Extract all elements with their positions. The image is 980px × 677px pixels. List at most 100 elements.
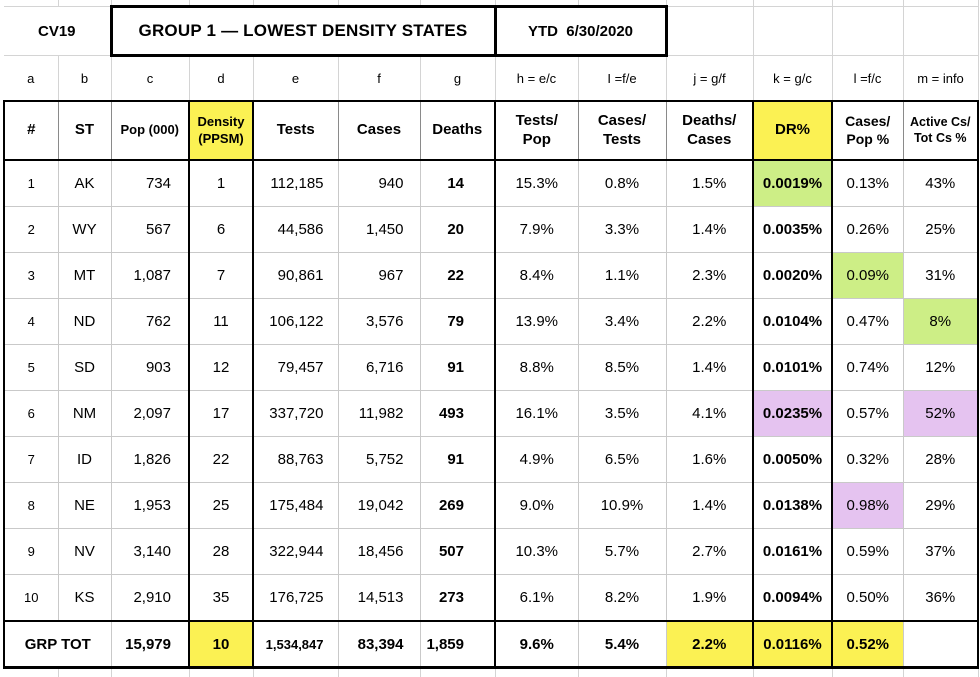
cell-ne-deaths[interactable]: 269 [420, 483, 495, 529]
cell-nv-tests[interactable]: 322,944 [253, 529, 338, 575]
cell-mt-pop[interactable]: 1,087 [111, 253, 189, 299]
cell-wy-pop[interactable]: 567 [111, 207, 189, 253]
formula-label-pop[interactable]: c [111, 56, 189, 102]
cell-ne-tests-pop[interactable]: 9.0% [495, 483, 578, 529]
cell-sd-num[interactable]: 5 [4, 345, 58, 391]
col-header-active-cs-pct[interactable]: Active Cs/ Tot Cs % [903, 101, 978, 160]
cell-sd-pop[interactable]: 903 [111, 345, 189, 391]
group-title-box[interactable]: GROUP 1 — LOWEST DENSITY STATES [111, 7, 495, 56]
cell-id-cases-pop-pct[interactable]: 0.32% [832, 437, 903, 483]
cell-nm-tests[interactable]: 337,720 [253, 391, 338, 437]
cell-nd-pop[interactable]: 762 [111, 299, 189, 345]
total-tests[interactable]: 1,534,847 [253, 621, 338, 668]
cell-ks-deaths[interactable]: 273 [420, 575, 495, 622]
empty-cell[interactable] [753, 7, 832, 56]
cell-ne-pop[interactable]: 1,953 [111, 483, 189, 529]
total-cases-tests[interactable]: 5.4% [578, 621, 666, 668]
cell-sd-cases-tests[interactable]: 8.5% [578, 345, 666, 391]
cell-wy-deaths-cases[interactable]: 1.4% [666, 207, 753, 253]
cell-nd-density[interactable]: 11 [189, 299, 253, 345]
col-header-density[interactable]: Density (PPSM) [189, 101, 253, 160]
cell-mt-active-cs-pct[interactable]: 31% [903, 253, 978, 299]
cell-ak-density[interactable]: 1 [189, 160, 253, 207]
cell-ks-num[interactable]: 10 [4, 575, 58, 622]
cell-nd-deaths-cases[interactable]: 2.2% [666, 299, 753, 345]
cell-nm-deaths-cases[interactable]: 4.1% [666, 391, 753, 437]
col-header-deaths[interactable]: Deaths [420, 101, 495, 160]
formula-label-cases-tests[interactable]: I =f/e [578, 56, 666, 102]
cell-nv-cases-pop-pct[interactable]: 0.59% [832, 529, 903, 575]
cell-ks-cases[interactable]: 14,513 [338, 575, 420, 622]
col-header-cases[interactable]: Cases [338, 101, 420, 160]
cell-sd-tests-pop[interactable]: 8.8% [495, 345, 578, 391]
total-deaths-cases[interactable]: 2.2% [666, 621, 753, 668]
formula-label-active-cs-pct[interactable]: m = info [903, 56, 978, 102]
formula-label-density[interactable]: d [189, 56, 253, 102]
total-dr-pct[interactable]: 0.0116% [753, 621, 832, 668]
cell-sd-st[interactable]: SD [58, 345, 111, 391]
col-header-cases-pop-pct[interactable]: Cases/ Pop % [832, 101, 903, 160]
cell-id-st[interactable]: ID [58, 437, 111, 483]
cell-ak-cases-tests[interactable]: 0.8% [578, 160, 666, 207]
cell-nv-deaths-cases[interactable]: 2.7% [666, 529, 753, 575]
cell-nv-cases-tests[interactable]: 5.7% [578, 529, 666, 575]
cell-ks-cases-pop-pct[interactable]: 0.50% [832, 575, 903, 622]
cell-nv-deaths[interactable]: 507 [420, 529, 495, 575]
cell-ks-active-cs-pct[interactable]: 36% [903, 575, 978, 622]
cell-nm-cases-pop-pct[interactable]: 0.57% [832, 391, 903, 437]
cell-ak-dr-pct[interactable]: 0.0019% [753, 160, 832, 207]
cell-nv-dr-pct[interactable]: 0.0161% [753, 529, 832, 575]
cell-sd-cases[interactable]: 6,716 [338, 345, 420, 391]
cell-sd-deaths-cases[interactable]: 1.4% [666, 345, 753, 391]
total-label[interactable]: GRP TOT [4, 621, 111, 668]
col-header-st[interactable]: ST [58, 101, 111, 160]
cell-ne-dr-pct[interactable]: 0.0138% [753, 483, 832, 529]
cell-nv-st[interactable]: NV [58, 529, 111, 575]
cell-ks-deaths-cases[interactable]: 1.9% [666, 575, 753, 622]
cell-ks-st[interactable]: KS [58, 575, 111, 622]
formula-label-cases-pop-pct[interactable]: l =f/c [832, 56, 903, 102]
cell-nd-cases[interactable]: 3,576 [338, 299, 420, 345]
total-cases-pop-pct[interactable]: 0.52% [832, 621, 903, 668]
cell-nv-tests-pop[interactable]: 10.3% [495, 529, 578, 575]
cell-sd-deaths[interactable]: 91 [420, 345, 495, 391]
cell-ne-st[interactable]: NE [58, 483, 111, 529]
empty-cell[interactable] [832, 7, 903, 56]
cell-ne-cases-pop-pct[interactable]: 0.98% [832, 483, 903, 529]
cell-nd-deaths[interactable]: 79 [420, 299, 495, 345]
cell-wy-num[interactable]: 2 [4, 207, 58, 253]
cell-id-deaths[interactable]: 91 [420, 437, 495, 483]
cell-ak-tests[interactable]: 112,185 [253, 160, 338, 207]
cell-nd-tests[interactable]: 106,122 [253, 299, 338, 345]
col-header-dr-pct[interactable]: DR% [753, 101, 832, 160]
cell-mt-density[interactable]: 7 [189, 253, 253, 299]
col-header-num[interactable]: # [4, 101, 58, 160]
col-header-deaths-cases[interactable]: Deaths/ Cases [666, 101, 753, 160]
cell-nm-cases[interactable]: 11,982 [338, 391, 420, 437]
cell-ks-tests[interactable]: 176,725 [253, 575, 338, 622]
cell-id-tests[interactable]: 88,763 [253, 437, 338, 483]
cell-wy-tests-pop[interactable]: 7.9% [495, 207, 578, 253]
cell-nv-num[interactable]: 9 [4, 529, 58, 575]
formula-label-dr-pct[interactable]: k = g/c [753, 56, 832, 102]
cell-sd-active-cs-pct[interactable]: 12% [903, 345, 978, 391]
cell-sd-dr-pct[interactable]: 0.0101% [753, 345, 832, 391]
cell-nm-deaths[interactable]: 493 [420, 391, 495, 437]
formula-label-tests-pop[interactable]: h = e/c [495, 56, 578, 102]
cell-wy-deaths[interactable]: 20 [420, 207, 495, 253]
cell-nv-pop[interactable]: 3,140 [111, 529, 189, 575]
total-deaths[interactable]: 1,859 [420, 621, 495, 668]
cell-nm-st[interactable]: NM [58, 391, 111, 437]
cell-nd-active-cs-pct[interactable]: 8% [903, 299, 978, 345]
cell-mt-dr-pct[interactable]: 0.0020% [753, 253, 832, 299]
total-density[interactable]: 10 [189, 621, 253, 668]
cell-mt-tests[interactable]: 90,861 [253, 253, 338, 299]
cell-nm-cases-tests[interactable]: 3.5% [578, 391, 666, 437]
cell-mt-deaths[interactable]: 22 [420, 253, 495, 299]
cell-mt-cases-tests[interactable]: 1.1% [578, 253, 666, 299]
cell-ks-density[interactable]: 35 [189, 575, 253, 622]
cell-id-active-cs-pct[interactable]: 28% [903, 437, 978, 483]
cell-ne-cases-tests[interactable]: 10.9% [578, 483, 666, 529]
cell-ak-active-cs-pct[interactable]: 43% [903, 160, 978, 207]
cell-wy-active-cs-pct[interactable]: 25% [903, 207, 978, 253]
